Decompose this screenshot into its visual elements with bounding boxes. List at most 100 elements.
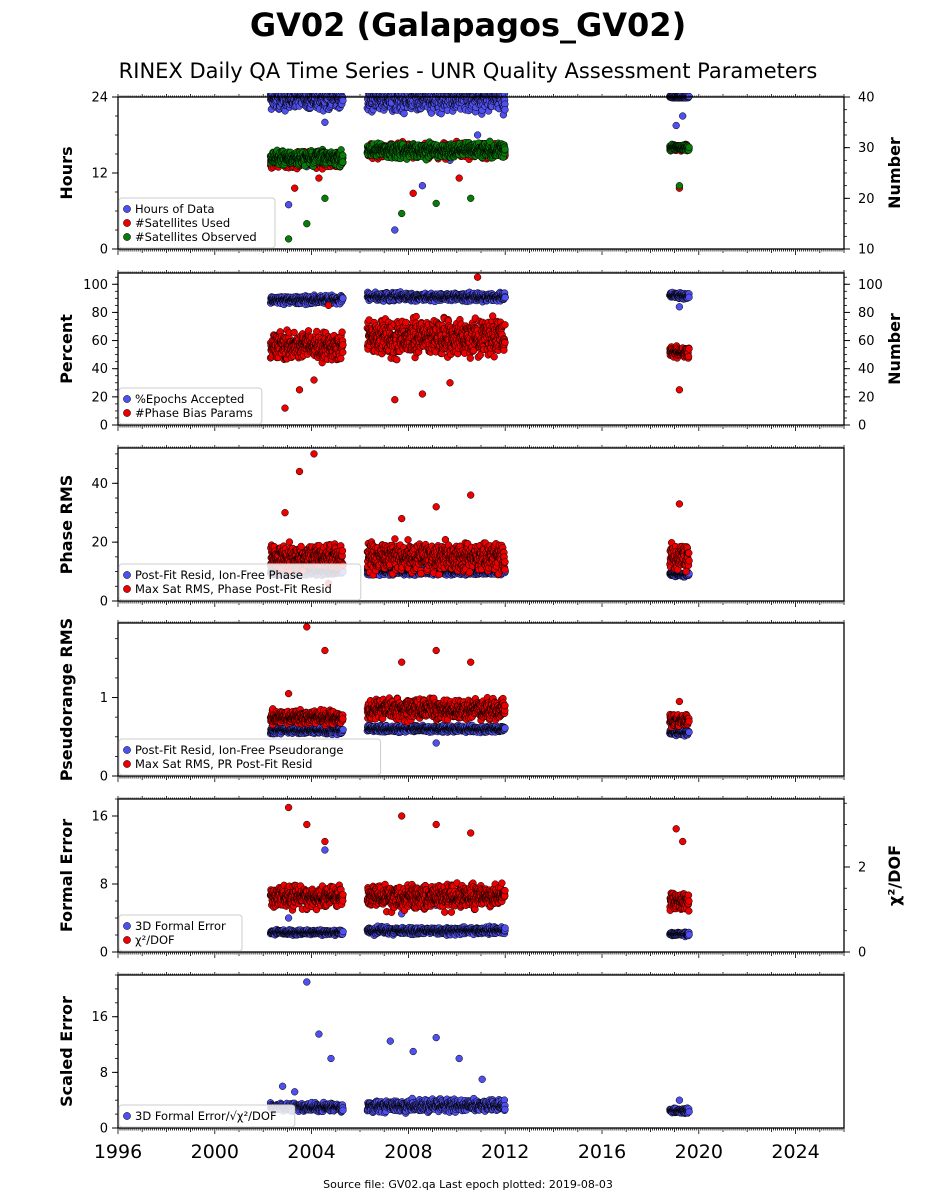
data-point xyxy=(373,85,380,92)
data-point xyxy=(486,84,493,91)
legend: Hours of Data#Satellites Used#Satellites… xyxy=(118,197,276,249)
data-point xyxy=(685,143,693,151)
panel-2-points xyxy=(266,273,693,412)
data-point xyxy=(419,93,425,95)
data-point xyxy=(679,112,687,120)
data-point xyxy=(316,93,322,94)
data-point xyxy=(434,84,441,91)
data-point xyxy=(685,293,693,301)
data-point xyxy=(405,85,412,92)
y2-tick-label: 20 xyxy=(858,192,875,207)
data-point xyxy=(334,86,341,93)
data-point xyxy=(391,85,398,92)
data-point xyxy=(391,226,399,234)
data-point xyxy=(447,85,454,92)
data-point xyxy=(391,86,398,93)
data-point xyxy=(284,201,293,209)
data-point xyxy=(391,93,396,94)
data-point xyxy=(374,82,381,89)
data-point xyxy=(501,293,509,302)
data-point xyxy=(491,93,496,94)
data-point xyxy=(403,93,407,94)
legend-label: Hours of Data xyxy=(135,202,215,216)
y-ticks-right: 10 20 30 40 xyxy=(844,91,875,258)
data-point xyxy=(415,93,419,94)
data-point xyxy=(493,83,500,90)
y-tick-label: 24 xyxy=(91,91,108,106)
data-point xyxy=(471,85,478,92)
data-point xyxy=(408,85,415,92)
data-point xyxy=(473,131,482,139)
data-point xyxy=(442,83,449,90)
y2-axis-label: Number xyxy=(885,137,904,209)
data-point xyxy=(391,85,398,92)
panel-2: 020406080100020406080100NumberPercent%Ep… xyxy=(57,270,904,434)
legend-label: #Satellites Observed xyxy=(135,230,257,244)
data-point xyxy=(449,93,456,95)
data-point xyxy=(437,93,442,94)
data-point xyxy=(409,189,417,197)
data-point xyxy=(284,235,293,243)
y-tick-label: 12 xyxy=(91,167,108,182)
data-point xyxy=(400,109,408,118)
data-point xyxy=(489,83,496,90)
data-point xyxy=(420,85,427,92)
data-point xyxy=(324,93,328,94)
y-ticks-left: 0 12 24 xyxy=(91,91,118,258)
data-point xyxy=(338,93,342,94)
data-point xyxy=(339,96,347,105)
data-point xyxy=(473,83,480,90)
data-point xyxy=(381,84,388,91)
data-point xyxy=(389,86,396,93)
data-point xyxy=(324,93,329,94)
data-point xyxy=(466,93,470,94)
data-point xyxy=(298,93,301,94)
figure-subtitle: RINEX Daily QA Time Series - UNR Quality… xyxy=(119,59,818,83)
data-point xyxy=(375,85,382,92)
data-point xyxy=(382,82,389,89)
data-point xyxy=(328,83,335,90)
data-point xyxy=(283,93,290,95)
data-point xyxy=(410,85,417,92)
data-point xyxy=(433,93,438,94)
data-point xyxy=(461,93,464,94)
legend-marker xyxy=(123,219,131,227)
data-point xyxy=(339,294,347,302)
y-tick-label: 0 xyxy=(100,243,108,258)
y2-tick-label: 40 xyxy=(858,91,875,106)
data-point xyxy=(447,83,454,90)
data-point xyxy=(432,199,440,208)
data-point xyxy=(390,85,397,92)
data-point xyxy=(381,85,388,92)
y2-tick-label: 10 xyxy=(858,243,875,258)
data-point xyxy=(430,84,437,91)
data-point xyxy=(492,93,498,95)
data-point xyxy=(399,93,404,94)
data-point xyxy=(331,93,334,94)
data-point xyxy=(497,85,504,92)
data-point xyxy=(326,93,331,94)
data-point xyxy=(330,93,337,95)
data-point xyxy=(390,93,395,94)
data-point xyxy=(457,83,464,90)
data-point xyxy=(428,86,435,93)
data-point xyxy=(463,84,470,91)
data-point xyxy=(429,85,436,92)
data-point xyxy=(501,145,509,153)
legend-label: #Satellites Used xyxy=(135,216,230,230)
data-point xyxy=(484,93,490,95)
data-point xyxy=(276,93,278,94)
figure-title: GV02 (Galapagos_GV02) xyxy=(250,6,686,44)
data-point xyxy=(291,86,298,93)
data-point xyxy=(499,85,506,92)
data-point xyxy=(300,83,307,90)
data-point xyxy=(324,83,331,90)
data-point xyxy=(417,86,424,93)
data-point xyxy=(284,82,291,89)
data-point xyxy=(485,93,491,94)
data-point xyxy=(675,303,684,311)
y-axis-label: Hours xyxy=(57,146,76,199)
